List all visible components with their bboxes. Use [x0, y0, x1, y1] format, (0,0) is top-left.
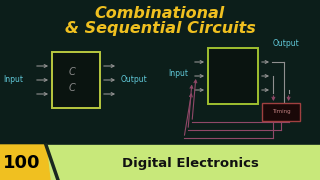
Bar: [208, 48, 258, 104]
Polygon shape: [0, 145, 50, 180]
Text: & Sequential Circuits: & Sequential Circuits: [65, 21, 255, 35]
Text: C: C: [69, 67, 76, 77]
Text: Digital Electronics: Digital Electronics: [122, 156, 259, 170]
Text: Input: Input: [3, 75, 23, 84]
Text: Output: Output: [273, 39, 300, 48]
Text: Timing: Timing: [272, 109, 290, 114]
Polygon shape: [46, 145, 320, 180]
Text: Output: Output: [121, 75, 148, 84]
Text: Input: Input: [168, 69, 188, 78]
Bar: [52, 52, 100, 108]
Text: C: C: [69, 83, 76, 93]
Bar: [262, 103, 300, 121]
Text: 100: 100: [3, 154, 41, 172]
Text: Combinational: Combinational: [95, 6, 225, 21]
